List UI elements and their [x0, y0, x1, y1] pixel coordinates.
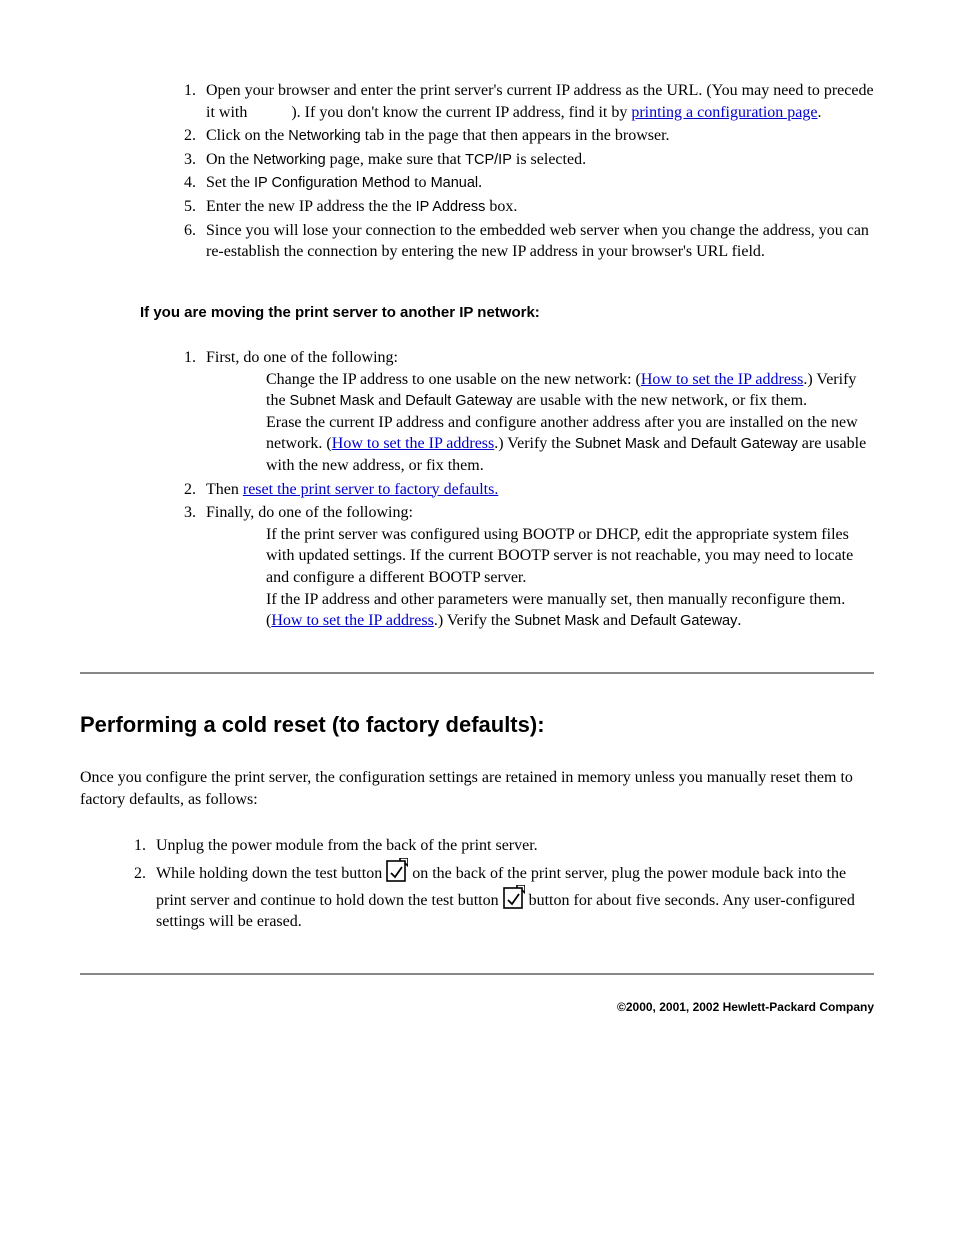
text: are usable with the new network, or fix … — [513, 392, 808, 409]
ui-term: Manual — [431, 175, 479, 191]
intro-paragraph: Once you configure the print server, the… — [80, 767, 874, 810]
blank-space — [251, 104, 291, 121]
text: Click on the — [206, 127, 288, 144]
sub-option: If the IP address and other parameters w… — [266, 589, 874, 632]
list-item: Since you will lose your connection to t… — [200, 220, 874, 263]
document-page: Open your browser and enter the print se… — [0, 0, 954, 1235]
sub-option: If the print server was configured using… — [266, 524, 874, 589]
text: and — [374, 392, 405, 409]
list-item: Enter the new IP address the the IP Addr… — [200, 196, 874, 218]
text: and — [659, 435, 690, 452]
ui-term: IP Configuration Method — [254, 175, 410, 191]
text: page, make sure that — [326, 151, 466, 168]
ui-term: Subnet Mask — [575, 436, 660, 452]
link-set-ip[interactable]: How to set the IP address — [271, 612, 434, 629]
link-set-ip[interactable]: How to set the IP address — [332, 435, 495, 452]
list-item: While holding down the test button on th… — [150, 858, 874, 933]
text: On the — [206, 151, 253, 168]
sub-option: Change the IP address to one usable on t… — [266, 369, 874, 412]
text: Change the IP address to one usable on t… — [266, 371, 641, 388]
sub-option: Erase the current IP address and configu… — [266, 412, 874, 477]
link-set-ip[interactable]: How to set the IP address — [641, 371, 804, 388]
list-item: First, do one of the following: Change t… — [200, 347, 874, 477]
test-button-icon — [386, 858, 408, 882]
text: Unplug the power module from the back of… — [156, 837, 538, 854]
list-item: Open your browser and enter the print se… — [200, 80, 874, 123]
ui-term: Networking — [288, 128, 361, 144]
ui-term: Subnet Mask — [290, 393, 375, 409]
text: is selected. — [512, 151, 586, 168]
steps-list-cold-reset: Unplug the power module from the back of… — [80, 835, 874, 933]
steps-list-1: Open your browser and enter the print se… — [80, 80, 874, 263]
divider — [80, 672, 874, 674]
heading-cold-reset: Performing a cold reset (to factory defa… — [80, 710, 874, 740]
ui-term: TCP/IP — [465, 152, 512, 168]
text: Finally, do one of the following: — [206, 504, 413, 521]
text: tab in the page that then appears in the… — [361, 127, 670, 144]
text: to — [410, 174, 430, 191]
text: If the print server was configured using… — [266, 526, 853, 586]
text: .) Verify the — [494, 435, 575, 452]
text: .) Verify the — [434, 612, 515, 629]
copyright-notice: ©2000, 2001, 2002 Hewlett-Packard Compan… — [80, 999, 874, 1015]
text: . — [737, 612, 741, 629]
ui-term: Networking — [253, 152, 326, 168]
divider — [80, 973, 874, 975]
link-reset-defaults[interactable]: reset the print server to factory defaul… — [243, 481, 498, 498]
list-item: Unplug the power module from the back of… — [150, 835, 874, 857]
text: Then — [206, 481, 243, 498]
ui-term: Default Gateway — [630, 613, 737, 629]
list-item: Set the IP Configuration Method to Manua… — [200, 172, 874, 194]
ui-term: Default Gateway — [405, 393, 512, 409]
text: box. — [485, 198, 517, 215]
ui-term: IP Address — [416, 199, 486, 215]
text: and — [599, 612, 630, 629]
list-item: Click on the Networking tab in the page … — [200, 125, 874, 147]
text: First, do one of the following: — [206, 349, 398, 366]
list-item: On the Networking page, make sure that T… — [200, 149, 874, 171]
text: Since you will lose your connection to t… — [206, 222, 869, 261]
text: ). If you don't know the current IP addr… — [291, 104, 631, 121]
steps-list-2: First, do one of the following: Change t… — [80, 347, 874, 632]
ui-term: Default Gateway — [691, 436, 798, 452]
text: While holding down the test button — [156, 865, 386, 882]
text: Set the — [206, 174, 254, 191]
subheading-moving-network: If you are moving the print server to an… — [140, 303, 874, 323]
ui-term: Subnet Mask — [514, 613, 599, 629]
list-item: Then reset the print server to factory d… — [200, 479, 874, 501]
text: Enter the new IP address the the — [206, 198, 416, 215]
link-config-page[interactable]: printing a configuration page — [631, 104, 817, 121]
text: . — [478, 174, 482, 191]
test-button-icon — [503, 885, 525, 909]
list-item: Finally, do one of the following: If the… — [200, 502, 874, 632]
text: . — [818, 104, 822, 121]
